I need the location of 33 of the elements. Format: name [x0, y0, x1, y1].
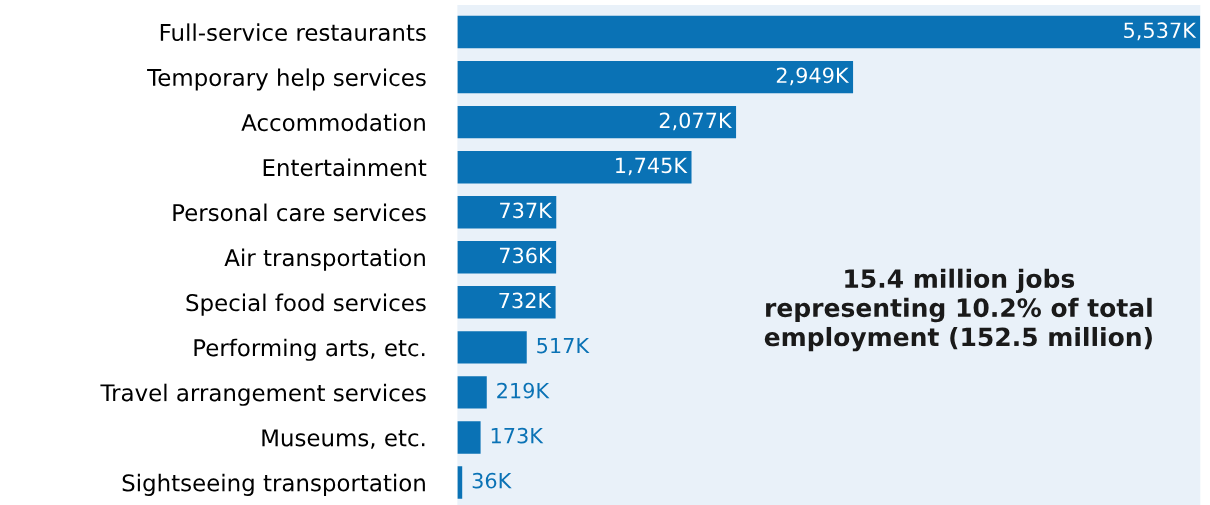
- bar: [457, 60, 854, 94]
- bar: [457, 15, 1201, 49]
- bar: [457, 150, 692, 184]
- y-tick-label: Sightseeing transportation: [122, 473, 425, 496]
- data-label: 517K: [537, 337, 590, 354]
- data-label: 2,949K: [776, 67, 850, 86]
- bar: [457, 421, 481, 454]
- bar: [457, 196, 557, 229]
- data-label: 1,745K: [616, 157, 688, 176]
- bar: [457, 241, 557, 274]
- data-label: 2,077K: [659, 112, 733, 131]
- y-tick-label: Full-service restaurants: [160, 23, 426, 42]
- data-label: 732K: [499, 292, 552, 309]
- y-tick-label: Temporary help services: [147, 68, 426, 91]
- y-tick-label: Museums, etc.: [262, 429, 425, 449]
- y-tick-label: Performing arts, etc.: [194, 338, 425, 361]
- data-label: 737K: [500, 202, 553, 219]
- annotation: 15.4 million jobs representing 10.2% of total employment (152.5 million): [764, 268, 1152, 352]
- y-tick-label: Accommodation: [241, 113, 425, 132]
- y-tick-label: Personal care services: [173, 203, 426, 222]
- y-tick-label: Entertainment: [263, 158, 427, 177]
- y-tick-label: Air transportation: [224, 248, 425, 271]
- bar: [457, 286, 556, 319]
- data-label: 5,537K: [1124, 22, 1197, 41]
- y-tick-label: Special food services: [186, 293, 426, 316]
- bar: [457, 331, 527, 364]
- y-tick-label: Travel arrangement services: [100, 383, 426, 406]
- bar: [457, 376, 487, 409]
- bar: [457, 105, 737, 139]
- data-label: 36K: [472, 472, 512, 489]
- data-label: 219K: [497, 382, 550, 399]
- data-label: 173K: [491, 427, 544, 444]
- data-label: 736K: [499, 247, 553, 264]
